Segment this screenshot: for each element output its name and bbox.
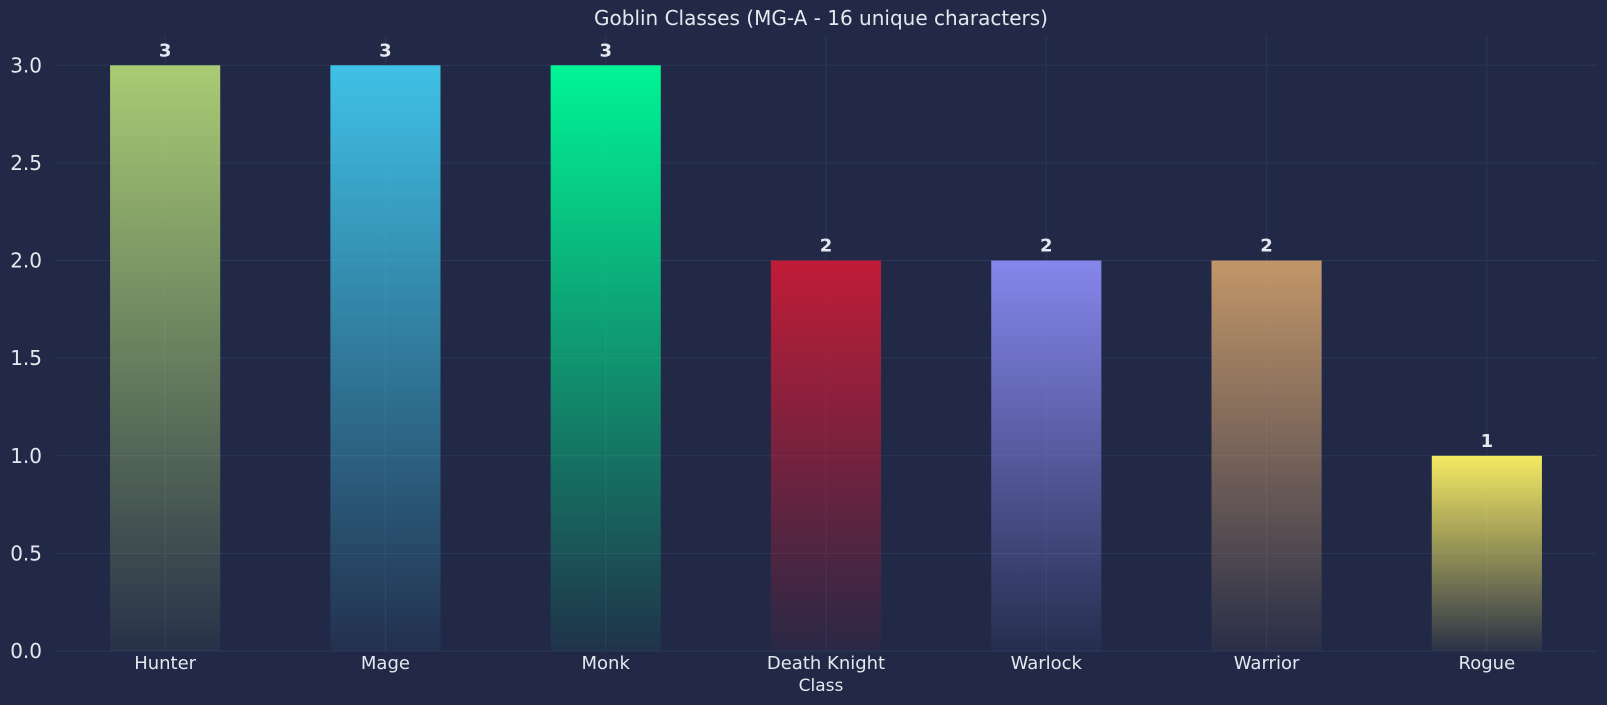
y-tick-label: 1.5 <box>10 346 42 370</box>
x-tick-label: Warrior <box>1234 653 1300 674</box>
bar-warrior <box>1211 260 1322 651</box>
x-tick-label: Death Knight <box>767 653 885 674</box>
bar-death-knight <box>770 260 882 651</box>
bar-rogue <box>1431 455 1542 651</box>
bar-mage <box>330 65 441 652</box>
x-tick-label: Warlock <box>1011 653 1083 674</box>
y-tick-label: 2.0 <box>10 249 42 273</box>
x-axis-ticks: Hunter Mage Monk Death Knight Warlock Warrior… <box>134 653 1515 674</box>
value-label: 1 <box>1481 431 1494 452</box>
value-label: 3 <box>599 40 612 61</box>
bars <box>110 65 1542 652</box>
chart-title: Goblin Classes (MG-A - 16 unique charact… <box>594 6 1048 30</box>
y-tick-label: 3.0 <box>10 53 42 77</box>
x-tick-label: Rogue <box>1459 653 1516 674</box>
y-tick-label: 0.0 <box>10 639 42 663</box>
value-label: 3 <box>379 40 392 61</box>
bar-hunter <box>110 65 221 652</box>
y-tick-label: 2.5 <box>10 151 42 175</box>
value-label: 2 <box>1040 236 1053 257</box>
x-tick-label: Hunter <box>134 653 196 674</box>
value-label: 3 <box>159 40 172 61</box>
y-axis-ticks: 0.0 0.5 1.0 1.5 2.0 2.5 3.0 <box>10 53 42 663</box>
bar-warlock <box>991 260 1102 651</box>
value-label: 2 <box>820 236 833 257</box>
value-label: 2 <box>1260 236 1273 257</box>
value-labels: 3 3 3 2 2 2 1 <box>159 40 1493 451</box>
x-tick-label: Mage <box>361 653 410 674</box>
y-tick-label: 1.0 <box>10 444 42 468</box>
x-tick-label: Monk <box>582 653 631 674</box>
y-tick-label: 0.5 <box>10 541 42 565</box>
bar-monk <box>550 65 661 652</box>
x-axis-label: Class <box>799 676 844 696</box>
